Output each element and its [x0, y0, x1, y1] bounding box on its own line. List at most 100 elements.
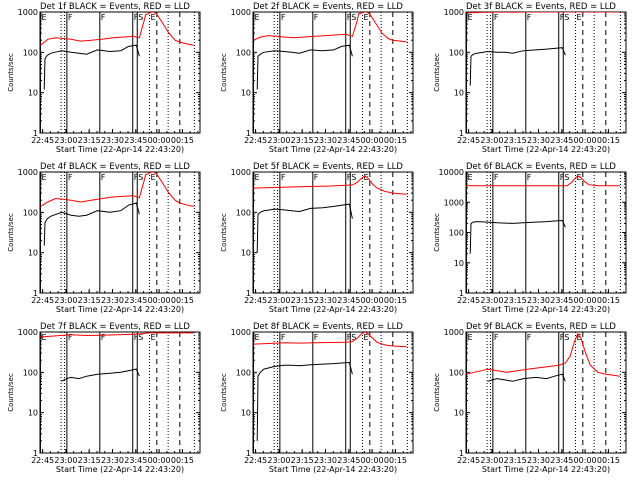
marker-label: E: [254, 173, 259, 182]
marker-label: S: [351, 173, 356, 182]
y-tick-label: 100: [236, 208, 251, 217]
x-tick-label: 00:15: [597, 136, 620, 145]
x-tick-label: 22:45: [457, 296, 480, 305]
events-series-line: [487, 373, 566, 382]
x-tick-label: 23:45: [124, 456, 147, 465]
panel-title: Det 6f BLACK = Events, RED = LLD: [466, 162, 616, 172]
x-tick-label: 23:00: [480, 136, 503, 145]
marker-label: E: [577, 173, 582, 182]
marker-label: S: [564, 333, 569, 342]
lld-series-line: [253, 175, 407, 195]
x-tick-label: 22:45: [31, 456, 54, 465]
x-tick-label: 00:15: [171, 456, 194, 465]
marker-label: E: [364, 333, 369, 342]
y-tick-label: 1000: [18, 168, 38, 177]
x-tick-label: 23:30: [101, 456, 124, 465]
events-series-line: [469, 47, 566, 86]
x-tick-label: 23:00: [480, 296, 503, 305]
x-axis-label: Start Time (22-Apr-14 22:43:20): [482, 305, 610, 314]
marker-label: S: [138, 333, 143, 342]
x-tick-label: 23:00: [54, 136, 77, 145]
marker-label: S: [564, 13, 569, 22]
x-axis-label: Start Time (22-Apr-14 22:43:20): [56, 305, 184, 314]
y-tick-label: 10: [241, 249, 251, 258]
x-axis-label: Start Time (22-Apr-14 22:43:20): [482, 465, 610, 474]
marker-label: E: [577, 13, 582, 22]
panel-title: Det 7f BLACK = Events, RED = LLD: [40, 322, 190, 332]
marker-label: F: [560, 13, 565, 22]
y-tick-label: 10: [454, 89, 464, 98]
events-series-line: [43, 44, 140, 90]
x-axis-label: Start Time (22-Apr-14 22:43:20): [482, 145, 610, 154]
marker-label: F: [560, 333, 565, 342]
y-tick-label: 1: [33, 449, 38, 458]
y-tick-label: 100: [449, 48, 464, 57]
y-tick-label: 100: [449, 229, 464, 238]
x-tick-label: 00:00: [148, 136, 171, 145]
y-axis-label: Counts/sec: [433, 213, 441, 252]
events-series-line: [256, 44, 353, 90]
lld-series-line: [466, 332, 620, 377]
lld-series-line: [40, 12, 194, 46]
y-tick-label: 1000: [444, 198, 464, 207]
x-tick-label: 23:15: [78, 296, 101, 305]
lld-series-line: [40, 332, 194, 338]
marker-label: E: [41, 173, 46, 182]
y-tick-label: 10: [28, 249, 38, 258]
marker-label: F: [314, 333, 319, 342]
events-series-line: [469, 219, 566, 254]
marker-label: F: [281, 173, 286, 182]
x-tick-label: 23:30: [101, 136, 124, 145]
x-axis-label: Start Time (22-Apr-14 22:43:20): [269, 465, 397, 474]
x-tick-label: 22:45: [244, 456, 267, 465]
lld-series-line: [466, 175, 620, 187]
marker-label: F: [68, 13, 73, 22]
marker-label: F: [347, 333, 352, 342]
x-tick-label: 23:15: [291, 456, 314, 465]
x-tick-label: 00:15: [597, 456, 620, 465]
lld-series-line: [253, 12, 407, 43]
lld-series-line: [253, 332, 407, 348]
x-tick-label: 23:15: [291, 136, 314, 145]
marker-label: F: [281, 13, 286, 22]
x-tick-label: 22:45: [244, 136, 267, 145]
marker-label: S: [351, 13, 356, 22]
x-tick-label: 00:15: [384, 456, 407, 465]
marker-label: F: [134, 333, 139, 342]
y-tick-label: 100: [23, 368, 38, 377]
y-axis-label: Counts/sec: [433, 53, 441, 92]
x-tick-label: 23:45: [550, 136, 573, 145]
marker-label: F: [101, 333, 106, 342]
y-tick-label: 1000: [444, 8, 464, 17]
lld-series-line: [40, 172, 194, 207]
x-tick-label: 00:00: [574, 456, 597, 465]
x-tick-label: 22:45: [457, 456, 480, 465]
marker-label: F: [281, 333, 286, 342]
x-tick-label: 00:15: [597, 296, 620, 305]
marker-label: E: [254, 333, 259, 342]
marker-label: F: [527, 333, 532, 342]
marker-label: F: [527, 173, 532, 182]
x-tick-label: 23:30: [527, 296, 550, 305]
x-tick-label: 22:45: [457, 136, 480, 145]
y-tick-label: 100: [23, 48, 38, 57]
marker-label: S: [138, 13, 143, 22]
marker-label: E: [577, 333, 582, 342]
x-tick-label: 00:00: [574, 296, 597, 305]
lld-series-line: [466, 12, 620, 14]
x-axis-label: Start Time (22-Apr-14 22:43:20): [269, 305, 397, 314]
y-tick-label: 100: [236, 48, 251, 57]
marker-label: F: [494, 13, 499, 22]
y-tick-label: 10: [241, 409, 251, 418]
x-tick-label: 23:15: [78, 136, 101, 145]
events-series-line: [61, 368, 140, 382]
y-tick-label: 1: [459, 289, 464, 298]
marker-label: S: [138, 173, 143, 182]
